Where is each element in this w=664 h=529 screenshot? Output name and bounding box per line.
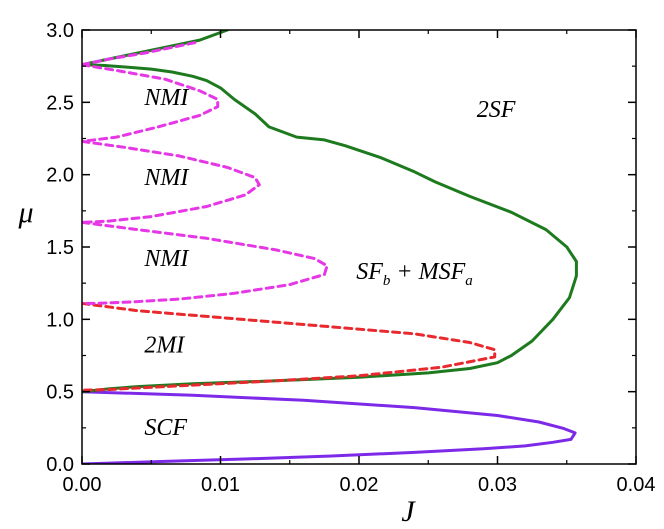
region-label: 2MI [144,333,185,359]
series-line-4 [82,301,497,392]
y-tick-label: 0.5 [46,382,74,404]
x-tick-label: 0.04 [617,474,656,496]
region-label: SFb + MSFa [356,259,473,289]
plot-area: 0.00 0.01 0.02 0.03 0.04 0.0 0.5 1.0 1.5 2.0 2.5 3.… [46,20,655,496]
series-line-6 [82,139,261,224]
series-group [82,30,578,464]
region-label: SCF [144,415,187,441]
series-line-3 [82,30,229,67]
x-tick-label: 0.03 [478,474,517,496]
y-tick-label: 3.0 [46,20,74,42]
region-label: NMI [143,165,189,191]
region-label: 2SF [477,97,516,123]
y-tick-label: 1.5 [46,237,74,259]
series-line-5 [82,220,329,305]
y-tick-label: 1.0 [46,309,74,331]
y-tick-label: 0.0 [46,454,74,476]
series-line-8 [82,40,202,67]
x-tick-label: 0.00 [63,474,102,496]
series-line-7 [82,63,220,143]
x-axis-label: J [401,495,416,528]
region-label: NMI [143,85,189,111]
y-tick-label: 2.0 [46,165,74,187]
x-tick-label: 0.02 [340,474,379,496]
series-line-2 [82,63,578,394]
y-tick-label: 2.5 [46,92,74,114]
y-axis-label: μ [17,196,33,229]
region-label: NMI [143,246,189,272]
x-tick-label: 0.01 [201,474,240,496]
series-line-1 [82,390,577,464]
